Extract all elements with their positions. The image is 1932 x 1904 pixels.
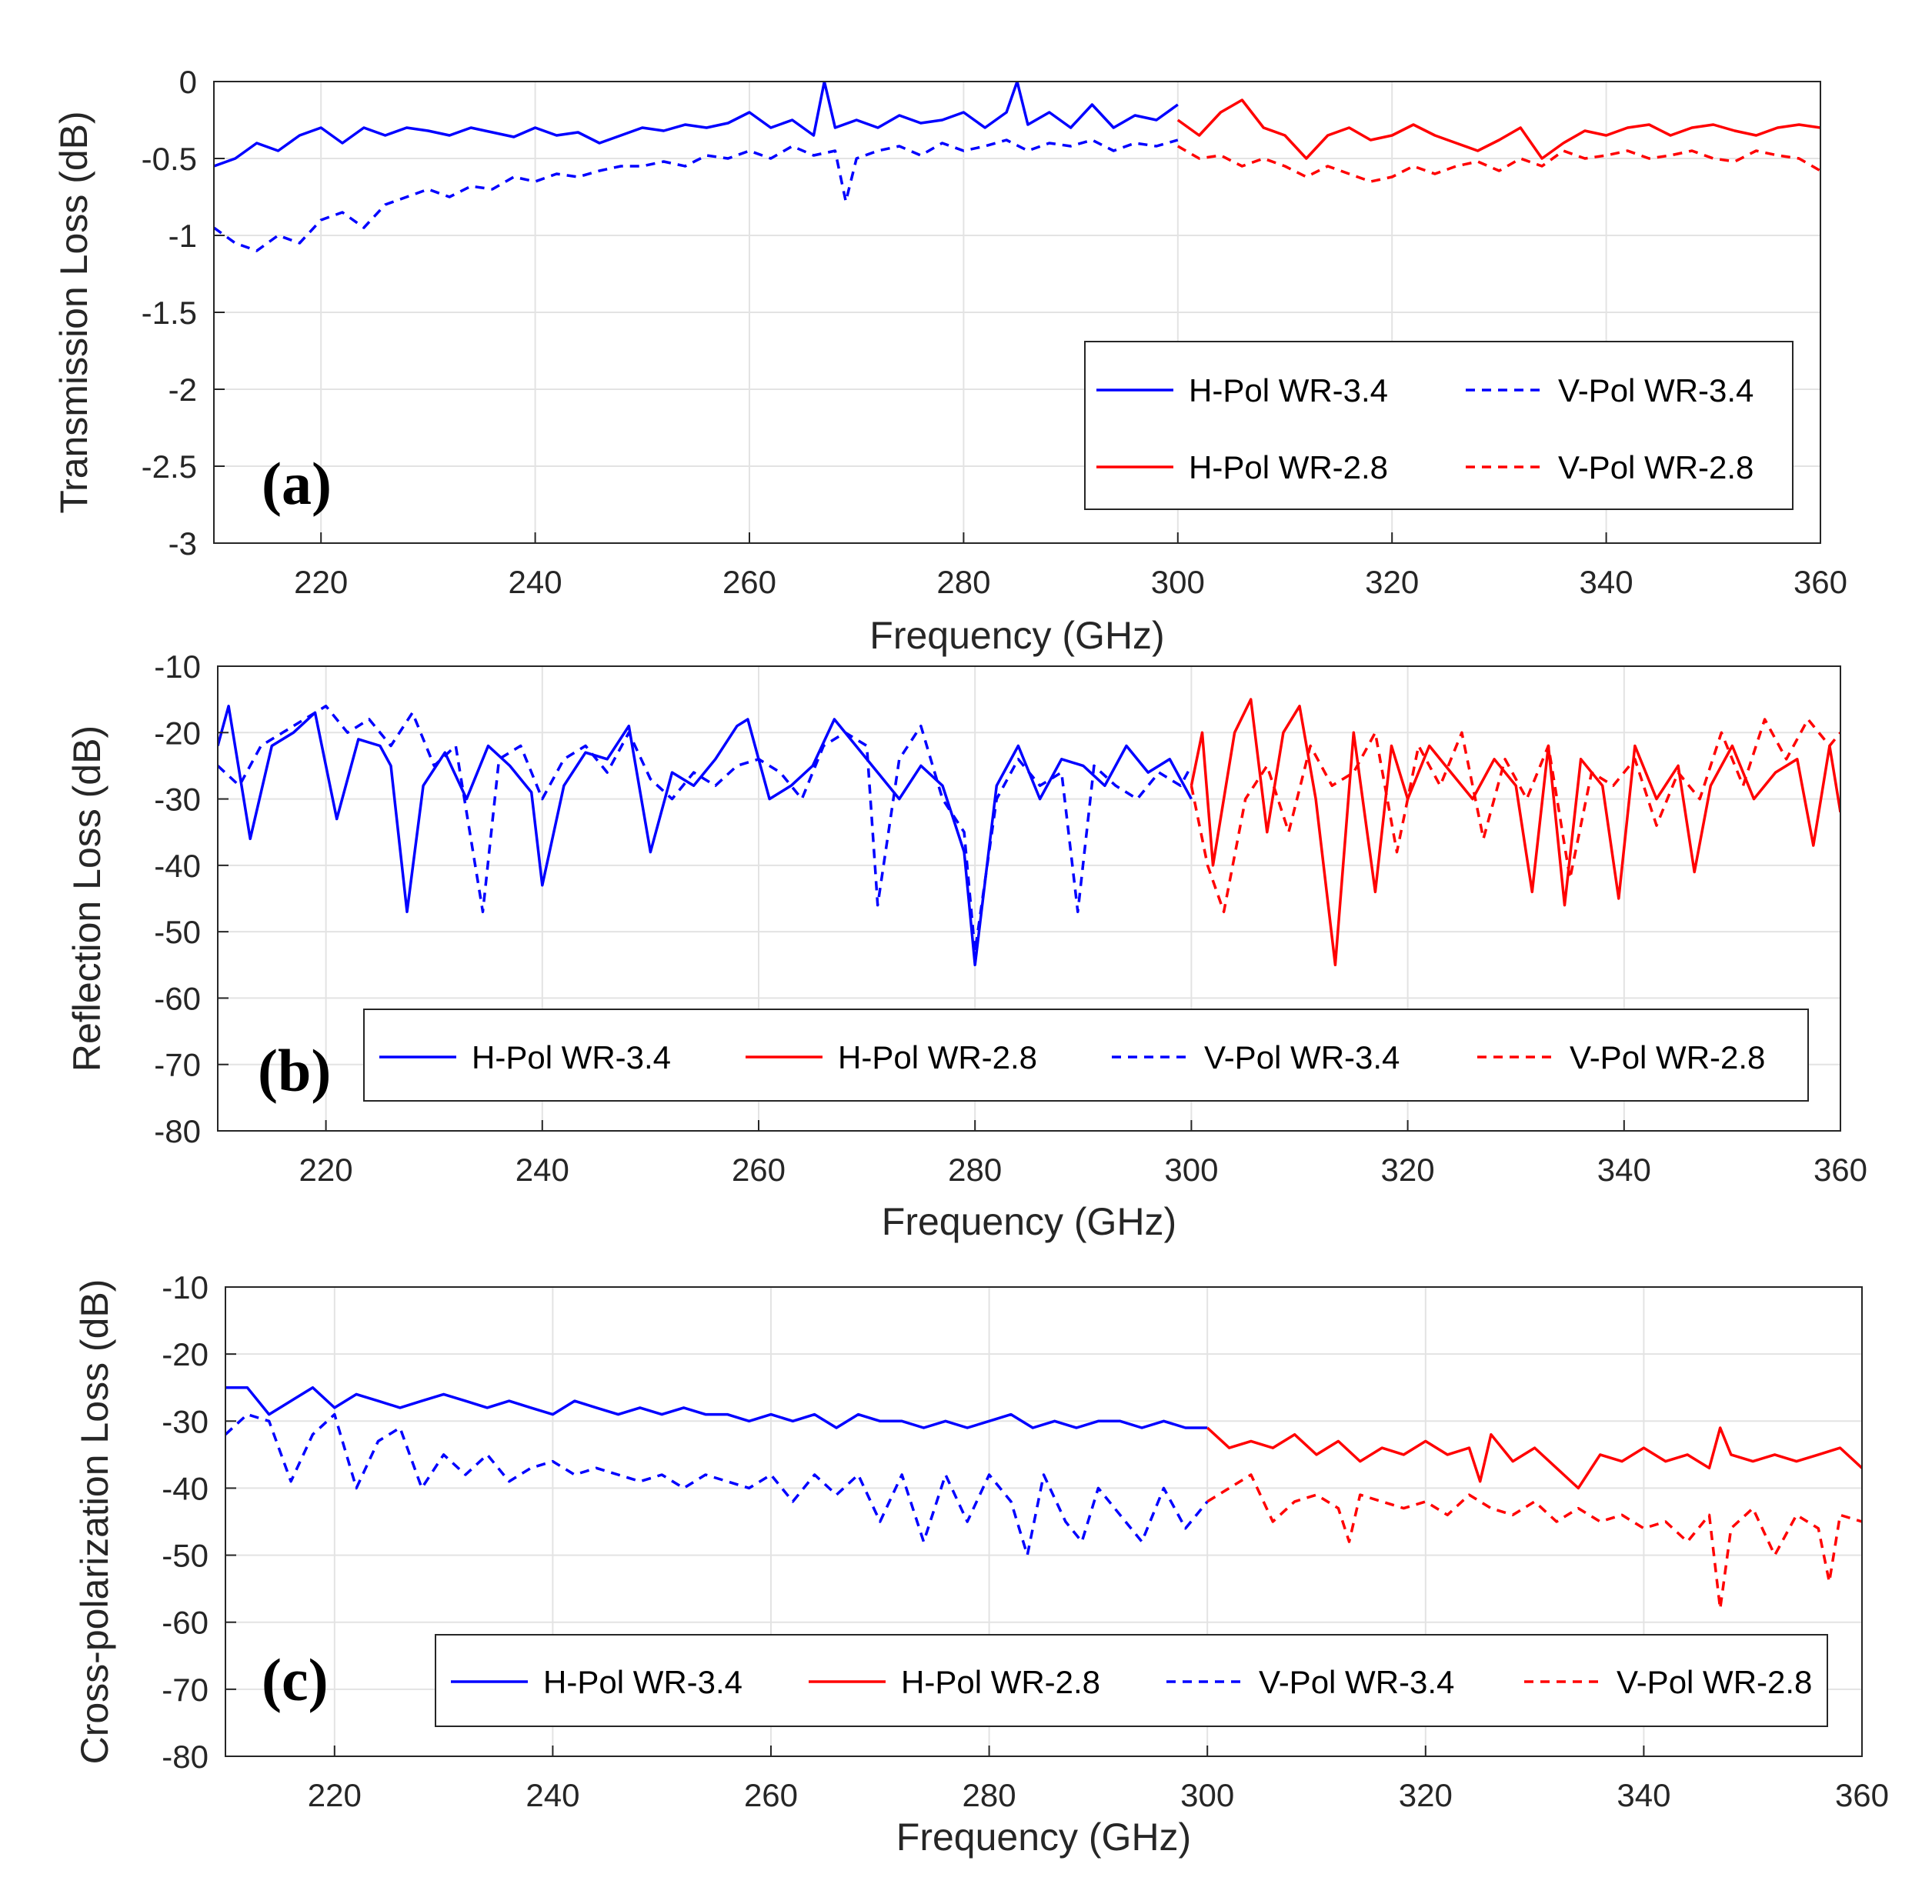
y-tick-label: -20 [162,1336,209,1372]
legend-label-v34: V-Pol WR-3.4 [1259,1664,1454,1700]
x-tick-label: 280 [963,1777,1016,1813]
series-line-h34 [214,82,1179,168]
legend-box [363,1009,1809,1102]
x-tick-label: 360 [1794,564,1847,600]
y-tick-label: -60 [162,1605,209,1641]
panel-tag: (b) [258,1037,331,1104]
y-tick-label: -3 [169,525,197,562]
x-tick-label: 220 [308,1777,362,1813]
legend-label-v34: V-Pol WR-3.4 [1204,1039,1400,1075]
x-axis-label: Frequency (GHz) [896,1816,1191,1859]
plot-frame [225,1286,1863,1757]
legend-label-h34: H-Pol WR-3.4 [1189,372,1388,408]
x-tick-label: 340 [1580,564,1633,600]
y-tick-label: -30 [162,1403,209,1439]
y-tick-label: -2.5 [142,448,197,485]
plot-frame [217,665,1841,1132]
legend-label-v28: V-Pol WR-2.8 [1617,1664,1812,1700]
x-tick-label: 320 [1381,1152,1435,1188]
series-group [214,82,1820,252]
panel-c-cross-polarization-loss: 220 240 260 280 300 320 340 360 -10 -20 -30 -40 -50 -… [73,1269,1889,1859]
series-line-v28 [1206,1473,1862,1611]
x-tick-label: 260 [722,564,776,600]
y-tick-label: -20 [154,715,201,751]
legend-label-v28: V-Pol WR-2.8 [1570,1039,1765,1075]
x-tick-label: 300 [1164,1152,1218,1188]
series-line-v34 [214,138,1179,252]
x-tick-label: 260 [744,1777,798,1813]
series-line-v28 [1176,145,1820,183]
series-line-h28 [1190,698,1840,967]
legend-label-h28: H-Pol WR-2.8 [901,1664,1100,1700]
y-tick-label: -10 [154,649,201,685]
x-tick-label: 320 [1365,564,1419,600]
series-group [218,698,1840,967]
y-tick-label: -0.5 [142,141,197,177]
legend-label-h34: H-Pol WR-3.4 [543,1664,742,1700]
x-tick-label: 320 [1399,1777,1453,1813]
y-tick-label: -40 [162,1470,209,1506]
y-tick-label: -40 [154,848,201,884]
x-tick-label: 360 [1835,1777,1889,1813]
legend-box [1084,341,1794,510]
x-tick-label: 240 [509,564,562,600]
series-line-v28 [1190,718,1840,914]
y-tick-label: -2 [169,372,197,408]
x-tick-label: 240 [516,1152,569,1188]
y-tick-label: -50 [162,1538,209,1574]
y-axis-label: Transmission Loss (dB) [52,111,95,513]
y-tick-label: -60 [154,980,201,1016]
x-tick-label: 280 [948,1152,1002,1188]
y-axis-label: Reflection Loss (dB) [65,725,108,1072]
y-axis-label: Cross-polarization Loss (dB) [73,1279,116,1765]
y-tick-label: -1 [169,218,197,254]
legend-label-v34: V-Pol WR-3.4 [1558,372,1753,408]
x-axis-label: Frequency (GHz) [882,1200,1176,1243]
y-tick-label: -50 [154,914,201,950]
panel-tag: (c) [262,1646,329,1713]
x-tick-label: 280 [936,564,990,600]
x-tick-label: 360 [1814,1152,1867,1188]
panel-b-reflection-loss: 220 240 260 280 300 320 340 360 -10 -20 -30 -40 -50 -… [65,649,1867,1243]
legend-label-v28: V-Pol WR-2.8 [1558,449,1753,485]
y-tick-label: -30 [154,782,201,818]
x-tick-label: 340 [1597,1152,1651,1188]
series-line-h34 [218,705,1193,967]
legend-label-h34: H-Pol WR-3.4 [472,1039,671,1075]
x-tick-label: 260 [732,1152,786,1188]
series-line-h28 [1206,1426,1862,1490]
x-tick-label: 240 [526,1777,579,1813]
x-tick-label: 300 [1151,564,1205,600]
y-tick-label: -70 [162,1672,209,1708]
series-line-v34 [225,1412,1209,1557]
series-group [225,1385,1862,1611]
x-tick-label: 220 [294,564,348,600]
y-tick-label: 0 [179,64,197,100]
legend-label-h28: H-Pol WR-2.8 [838,1039,1037,1075]
panel-a-transmission-loss: 220 240 260 280 300 320 340 360 0 -0.5 -1 -1.5 -2 -2.… [52,64,1847,657]
legend: H-Pol WR-3.4 H-Pol WR-2.8 V-Pol WR-3.4 V-Po… [363,1009,1809,1102]
series-line-v34 [218,705,1193,953]
y-tick-label: -1.5 [142,295,197,331]
series-line-h28 [1176,98,1820,160]
y-tick-label: -80 [162,1739,209,1775]
legend-label-h28: H-Pol WR-2.8 [1189,449,1388,485]
panel-tag: (a) [262,450,332,517]
x-tick-label: 300 [1180,1777,1234,1813]
series-line-h34 [225,1385,1208,1429]
legend: H-Pol WR-3.4 V-Pol WR-3.4 H-Pol WR-2.8 V-Po… [1084,341,1794,510]
y-tick-label: -10 [162,1269,209,1305]
x-tick-label: 220 [299,1152,353,1188]
y-tick-label: -80 [154,1113,201,1149]
legend: H-Pol WR-3.4 H-Pol WR-2.8 V-Pol WR-3.4 V-Po… [435,1634,1828,1727]
x-tick-label: 340 [1617,1777,1670,1813]
y-tick-label: -70 [154,1047,201,1083]
x-axis-label: Frequency (GHz) [869,614,1164,657]
